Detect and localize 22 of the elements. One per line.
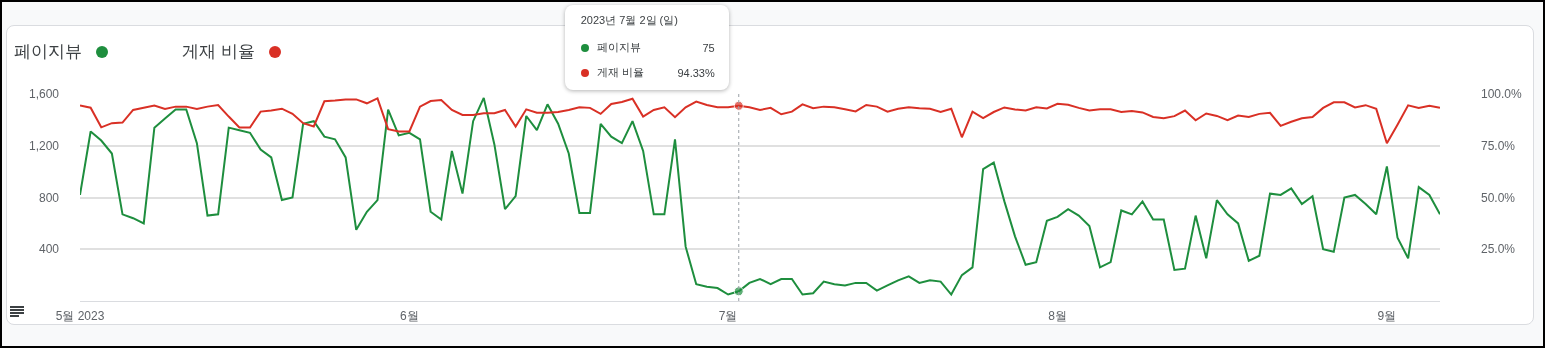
text: 75 xyxy=(701,41,715,54)
text: 2023년 7월 2일 (일) xyxy=(580,13,679,28)
text: 94.33% xyxy=(676,66,715,79)
x-tick-label: 8월 xyxy=(1048,309,1067,324)
x-tick-label: 7월 xyxy=(718,309,738,324)
text: 게재 비율 xyxy=(182,42,255,61)
legend-label: 게재 비율 xyxy=(596,65,644,80)
y2-tick-label: 50.0% xyxy=(1481,190,1516,205)
legend-label: 페이지뷰 xyxy=(596,40,641,55)
x-tick-label: 5월 2023 xyxy=(55,309,105,324)
line-series xyxy=(80,97,1440,145)
line-series xyxy=(80,96,1440,297)
y-tick-label: 400 xyxy=(38,242,60,257)
x-tick-label: 9월 xyxy=(1377,309,1397,324)
text: 페이지뷰 xyxy=(14,42,82,61)
y2-tick-label: 100.0% xyxy=(1481,87,1523,102)
x-tick-label: 6월 xyxy=(400,309,419,324)
y2-tick-label: 75.0% xyxy=(1481,138,1516,153)
y-tick-label: 1,200 xyxy=(28,138,60,153)
y-tick-label: 800 xyxy=(38,190,60,205)
y2-tick-label: 25.0% xyxy=(1481,242,1516,257)
y-tick-label: 1,600 xyxy=(28,87,60,102)
